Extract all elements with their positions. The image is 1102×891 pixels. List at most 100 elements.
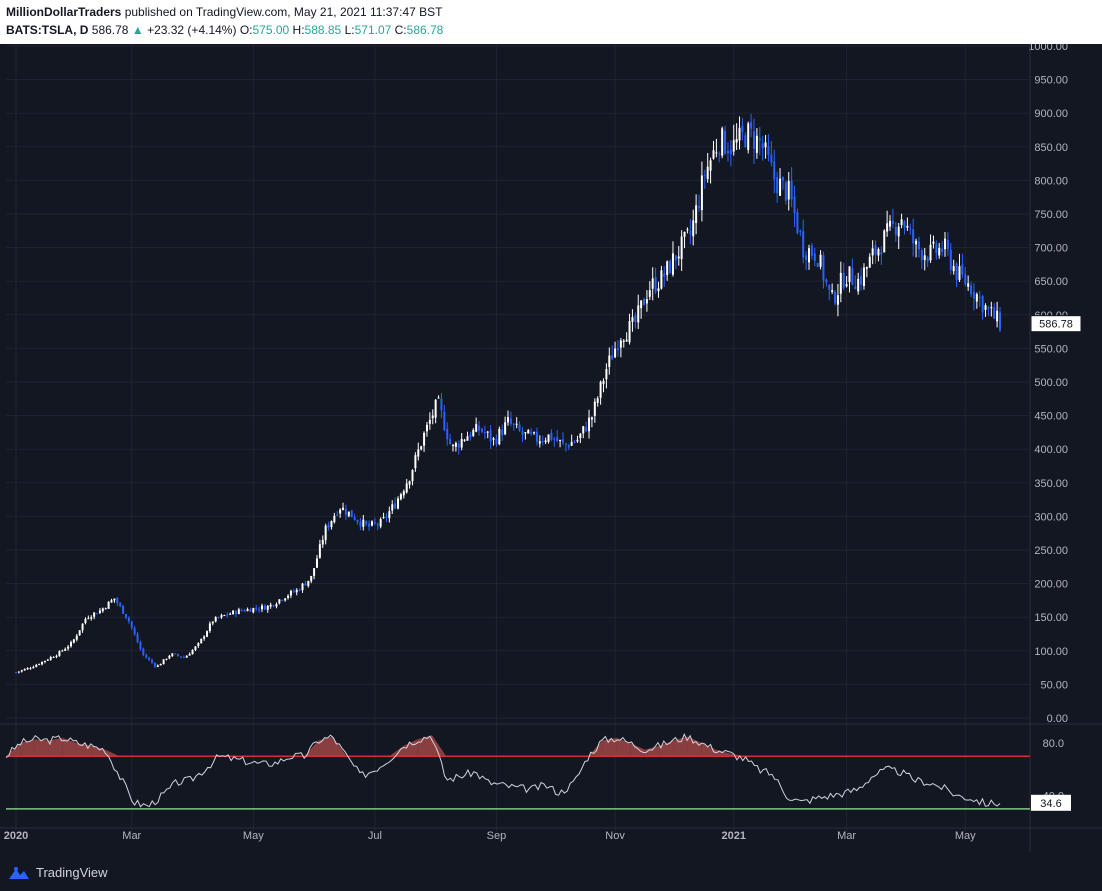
symbol-label[interactable]: BATS:TSLA, D (6, 23, 89, 37)
candle-body (709, 160, 712, 171)
candle-body (593, 401, 596, 416)
candle-body (634, 315, 637, 322)
candle-body (917, 241, 920, 250)
candle-body (223, 615, 226, 617)
price-tick-label: 350.00 (1034, 478, 1068, 490)
candle-body (550, 432, 553, 440)
tradingview-logo[interactable]: TradingView (8, 865, 108, 880)
candle-body (399, 494, 402, 500)
candle-body (197, 643, 200, 646)
price-tick-label: 500.00 (1034, 377, 1068, 389)
candle-body (266, 605, 269, 610)
candle-body (449, 439, 452, 445)
candle-body (883, 230, 886, 253)
low-label: L: (344, 23, 355, 37)
candle-body (148, 657, 151, 660)
candle-body (292, 591, 295, 593)
candle-body (692, 220, 695, 237)
rsi-overbought-fill (304, 740, 319, 757)
candle-body (735, 139, 738, 143)
candle-body (886, 223, 889, 232)
candle-body (185, 655, 188, 658)
candle-body (897, 226, 900, 237)
price-tick-label: 750.00 (1034, 209, 1068, 221)
candle-body (941, 248, 944, 252)
candle-body (376, 524, 379, 526)
candle-body (501, 429, 504, 436)
candle-body (834, 291, 837, 304)
candle-body (151, 659, 154, 663)
candle-body (750, 122, 753, 129)
rsi-overbought-fill (602, 737, 617, 757)
candle-body (81, 623, 84, 631)
price-tick-label: 400.00 (1034, 444, 1068, 456)
ohlc-legend: BATS:TSLA, D 586.78 ▲ +23.32 (+4.14%) O:… (6, 23, 443, 37)
candle-body (498, 428, 501, 445)
candle-body (874, 245, 877, 255)
candle-body (854, 286, 857, 290)
candle-body (49, 657, 52, 660)
candle-body (440, 398, 443, 411)
candle-body (761, 143, 764, 149)
candle-body (880, 252, 883, 255)
time-tick-label: Nov (605, 830, 625, 842)
publisher-name[interactable]: MillionDollarTraders (6, 5, 122, 19)
candle-body (819, 254, 822, 267)
candle-body (920, 250, 923, 261)
candle-body (712, 150, 715, 159)
candle-body (535, 431, 538, 442)
price-tick-label: 150.00 (1034, 612, 1068, 624)
candle-body (585, 427, 588, 432)
candle-body (263, 605, 266, 610)
price-tick-label: 1000.00 (1028, 44, 1068, 53)
candle-body (214, 617, 217, 622)
candle-body (657, 288, 660, 292)
candle-body (755, 135, 758, 153)
candle-body (156, 665, 159, 667)
candle-body (839, 272, 842, 294)
candle-body (217, 616, 220, 618)
rsi-last-label: 34.6 (1040, 798, 1061, 810)
candle-body (382, 516, 385, 518)
candle-body (744, 135, 747, 148)
price-tick-label: 450.00 (1034, 411, 1068, 423)
candle-body (55, 655, 58, 658)
candle-body (327, 524, 330, 528)
candle-body (845, 284, 848, 287)
candle-body (15, 672, 17, 674)
candle-body (211, 621, 214, 624)
candle-body (625, 339, 628, 342)
price-tick-label: 200.00 (1034, 579, 1068, 591)
price-tick-label: 100.00 (1034, 646, 1068, 658)
candle-body (130, 621, 133, 628)
candle-body (996, 310, 999, 322)
rsi-overbought-fill (62, 737, 77, 757)
candle-body (58, 651, 61, 656)
price-chart[interactable]: 1000.00 950.00 900.00 850.00 800.00 750.00 700… (0, 44, 1102, 852)
candle-body (573, 441, 576, 443)
candle-body (935, 244, 938, 254)
candle-body (698, 206, 701, 208)
published-text: published on TradingView.com, May 21, 20… (124, 5, 443, 19)
candle-body (423, 432, 426, 446)
time-tick-label: 2020 (4, 830, 28, 842)
candle-body (970, 285, 973, 295)
candle-body (408, 481, 411, 485)
candle-body (949, 249, 952, 270)
candle-body (611, 355, 614, 360)
time-tick-label: May (243, 830, 264, 842)
candle-body (26, 668, 29, 670)
candle-body (842, 272, 845, 288)
candle-body (822, 255, 825, 281)
candle-body (258, 609, 261, 611)
candle-body (596, 398, 599, 403)
candle-body (96, 613, 99, 615)
candle-body (721, 128, 724, 156)
candle-body (967, 283, 970, 287)
candle-body (784, 182, 787, 201)
candle-body (984, 305, 987, 310)
candle-body (590, 417, 593, 420)
candle-body (226, 614, 229, 616)
candle-body (602, 380, 605, 385)
rsi-overbought-fill (645, 745, 660, 757)
